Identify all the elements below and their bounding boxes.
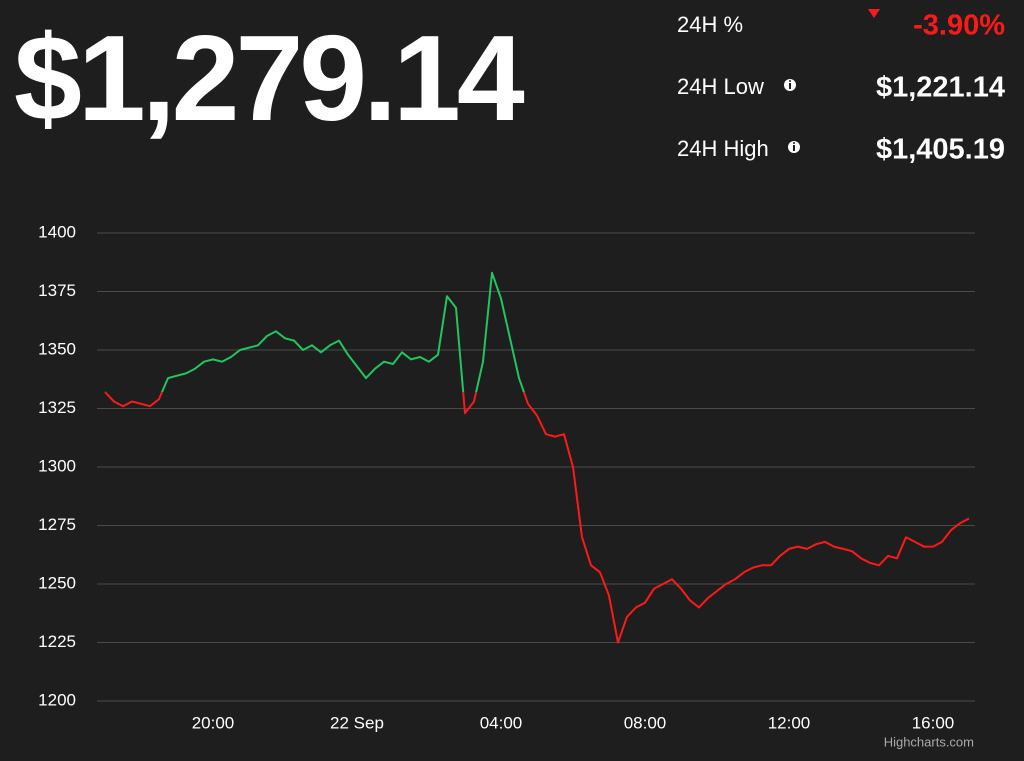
down-arrow — [868, 9, 880, 18]
stat-label: 24H % — [677, 12, 743, 37]
y-tick-label: 1300 — [38, 456, 76, 475]
y-tick-label: 1400 — [38, 222, 76, 241]
line-above — [104, 271, 525, 393]
stat-value: $1,405.19 — [876, 134, 1005, 166]
y-tick-label: 1225 — [38, 632, 76, 651]
y-tick-label: 1275 — [38, 515, 76, 534]
y-tick-label: 1325 — [38, 398, 76, 417]
y-tick-label: 1250 — [38, 573, 76, 592]
x-tick-label: 20:00 — [192, 713, 235, 732]
stat-value: -3.90% — [913, 10, 1005, 42]
x-tick-label: 12:00 — [768, 713, 811, 732]
price: $1,279.14 — [14, 10, 525, 146]
y-tick-label: 1200 — [38, 690, 76, 709]
info-icon[interactable] — [784, 79, 796, 91]
info-icon[interactable] — [788, 141, 800, 153]
line-below — [104, 392, 970, 644]
x-tick-label: 08:00 — [624, 713, 667, 732]
x-tick-label: 04:00 — [480, 713, 523, 732]
stat-value: $1,221.14 — [876, 72, 1005, 104]
stat-label: 24H Low — [677, 74, 764, 99]
y-tick-label: 1350 — [38, 339, 76, 358]
stat-label: 24H High — [677, 136, 769, 161]
x-tick-label: 16:00 — [912, 713, 955, 732]
x-tick-label: 22 Sep — [330, 713, 384, 732]
y-tick-label: 1375 — [38, 281, 76, 300]
credit[interactable]: Highcharts.com — [884, 734, 974, 749]
